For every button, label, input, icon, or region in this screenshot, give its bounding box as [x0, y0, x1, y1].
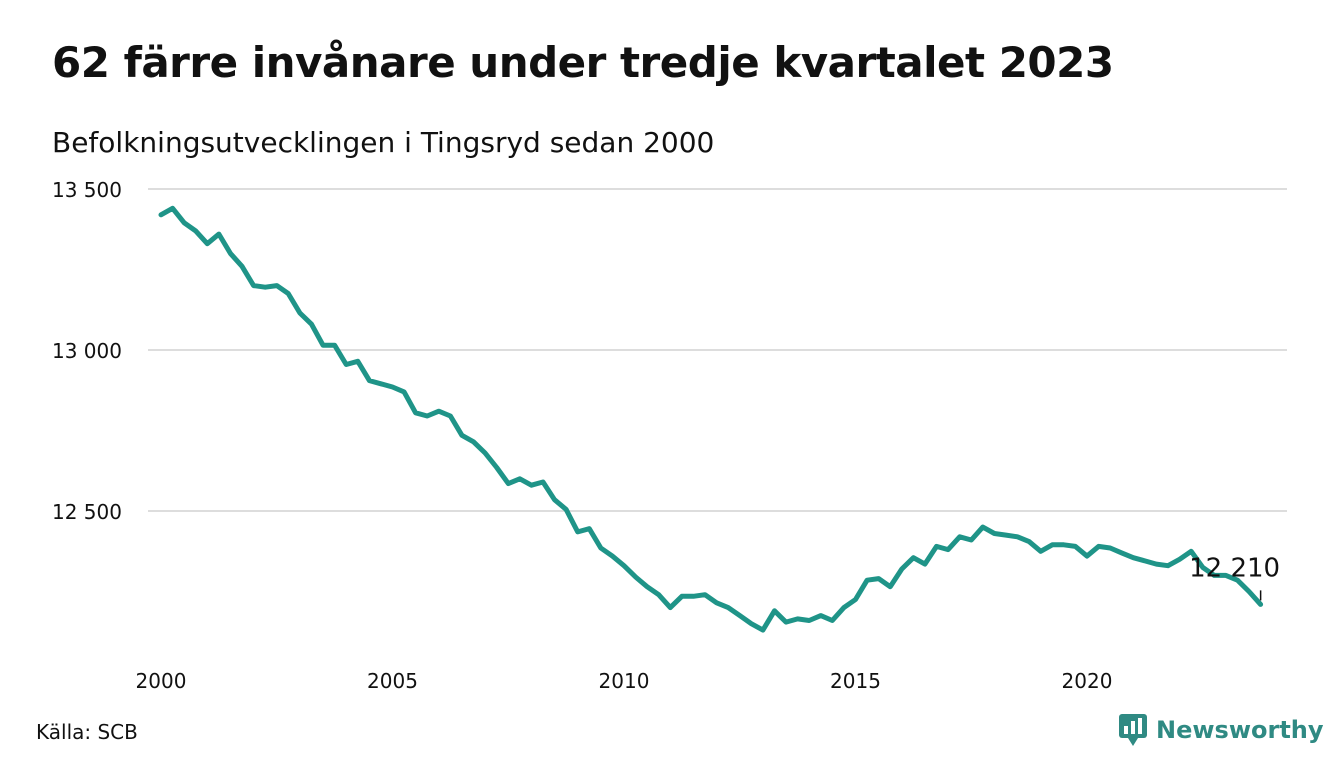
x-tick-label: 2005: [367, 669, 418, 693]
y-tick-label: 12 500: [52, 500, 122, 524]
y-axis-ticks: 12 500 13 000 13 500: [52, 178, 122, 524]
brand-logo: Newsworthy: [1118, 713, 1324, 747]
chart-speech-bubble-icon: [1119, 714, 1147, 746]
x-tick-label: 2015: [830, 669, 881, 693]
x-tick-label: 2020: [1062, 669, 1113, 693]
population-line: [158, 205, 1264, 633]
brand-name: Newsworthy: [1156, 716, 1324, 744]
x-tick-label: 2010: [599, 669, 650, 693]
chart-subtitle: Befolkningsutvecklingen i Tingsryd sedan…: [52, 126, 715, 159]
y-tick-label: 13 000: [52, 339, 122, 363]
chart-title: 62 färre invånare under tredje kvartalet…: [52, 38, 1114, 87]
source-note: Källa: SCB: [36, 720, 138, 744]
end-value-label: 12 210: [1189, 553, 1280, 583]
x-tick-label: 2000: [136, 669, 187, 693]
x-axis-ticks: 2000 2005 2010 2015 2020: [136, 669, 1113, 693]
grid-lines: [148, 188, 1287, 512]
y-tick-label: 13 500: [52, 178, 122, 202]
